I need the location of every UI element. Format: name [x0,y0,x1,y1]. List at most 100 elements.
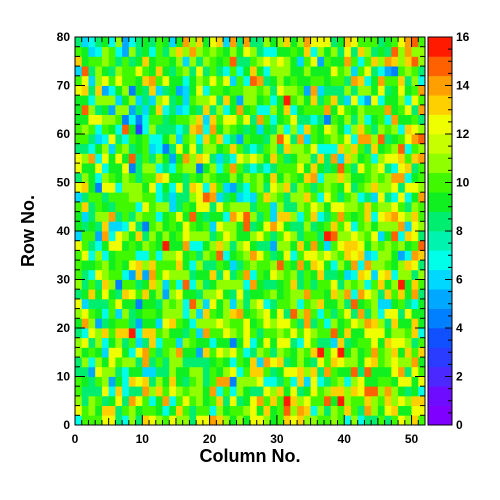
heatmap-cell [236,134,244,145]
heatmap-cell [270,134,278,145]
heatmap-cell [283,163,291,174]
heatmap-cell [101,279,110,290]
heatmap-cell [88,347,96,358]
heatmap-cell [256,240,264,251]
heatmap-cell [330,153,338,164]
heatmap-cell [75,211,83,222]
heatmap-cell [310,415,318,426]
heatmap-cell [175,318,184,329]
heatmap-cell [290,192,298,203]
heatmap-cell [196,308,204,319]
heatmap-cell [101,366,110,377]
heatmap-cell [317,172,325,183]
heatmap-cell [317,328,325,339]
heatmap-cell [418,347,426,358]
heatmap-cell [310,395,318,406]
heatmap-cell [243,231,251,242]
heatmap-cell [303,221,311,232]
heatmap-cell [108,56,116,67]
heatmap-cell [135,298,143,309]
heatmap-cell [371,337,379,348]
heatmap-cell [297,153,305,164]
heatmap-cell [398,182,406,193]
heatmap-cell [223,357,231,368]
heatmap-cell [411,366,419,377]
heatmap-cell [303,56,311,67]
heatmap-cell [330,221,338,232]
heatmap-cell [377,192,386,203]
heatmap-cell [317,37,325,48]
heatmap-cell [95,56,103,67]
heatmap-cell [142,415,150,426]
heatmap-cell [384,143,392,154]
heatmap-cell [283,250,291,261]
heatmap-cell [411,308,419,319]
heatmap-cell [216,182,224,193]
heatmap-cell [162,269,170,280]
heatmap-cell [344,75,352,86]
heatmap-cell [223,153,231,164]
heatmap-cell [142,75,150,86]
heatmap-cell [391,250,399,261]
heatmap-cell [155,95,163,106]
heatmap-cell [162,279,170,290]
heatmap-cell [371,357,379,368]
heatmap-cell [350,328,359,339]
heatmap-cell [357,172,365,183]
heatmap-cell [128,250,136,261]
heatmap-cell [128,260,136,271]
heatmap-cell [391,163,399,174]
heatmap-cell [303,211,311,222]
heatmap-cell [155,279,163,290]
heatmap-cell [270,231,278,242]
heatmap-cell [411,347,419,358]
heatmap-cell [209,56,217,67]
heatmap-cell [149,114,157,125]
heatmap-cell [202,75,211,86]
x-axis-title: Column No. [200,446,301,466]
heatmap-cell [108,250,116,261]
heatmap-cell [169,347,177,358]
heatmap-cell [236,124,244,135]
heatmap-cell [256,114,264,125]
heatmap-cell [229,376,237,387]
heatmap-cell [330,260,338,271]
heatmap-cell [189,66,197,77]
heatmap-cell [149,134,157,145]
heatmap-cell [391,66,399,77]
heatmap-cell [243,415,251,426]
heatmap-cell [384,289,392,300]
heatmap-cell [155,308,163,319]
heatmap-cell [310,104,318,115]
heatmap-cell [162,395,170,406]
heatmap-cell [142,347,150,358]
heatmap-cell [263,298,271,309]
heatmap-cell [229,240,237,251]
heatmap-cell [418,289,426,300]
heatmap-cell [216,298,224,309]
heatmap-cell [122,221,130,232]
heatmap-cell [276,386,285,397]
heatmap-cell [250,192,258,203]
heatmap-cell [243,328,251,339]
heatmap-cell [270,56,278,67]
heatmap-cell [377,211,386,222]
heatmap-cell [364,211,372,222]
heatmap-cell [384,279,392,290]
heatmap-cell [337,250,345,261]
heatmap-cell [202,37,211,48]
heatmap-cell [182,172,190,183]
heatmap-cell [398,405,406,416]
heatmap-cell [297,95,305,106]
heatmap-cell [182,240,190,251]
heatmap-cell [418,328,426,339]
heatmap-cell [135,75,143,86]
heatmap-cell [88,366,96,377]
heatmap-cell [364,46,372,57]
heatmap-cell [75,85,83,96]
heatmap-cell [303,153,311,164]
heatmap-cell [250,85,258,96]
heatmap-cell [398,75,406,86]
heatmap-cell [250,250,258,261]
heatmap-cell [297,201,305,212]
